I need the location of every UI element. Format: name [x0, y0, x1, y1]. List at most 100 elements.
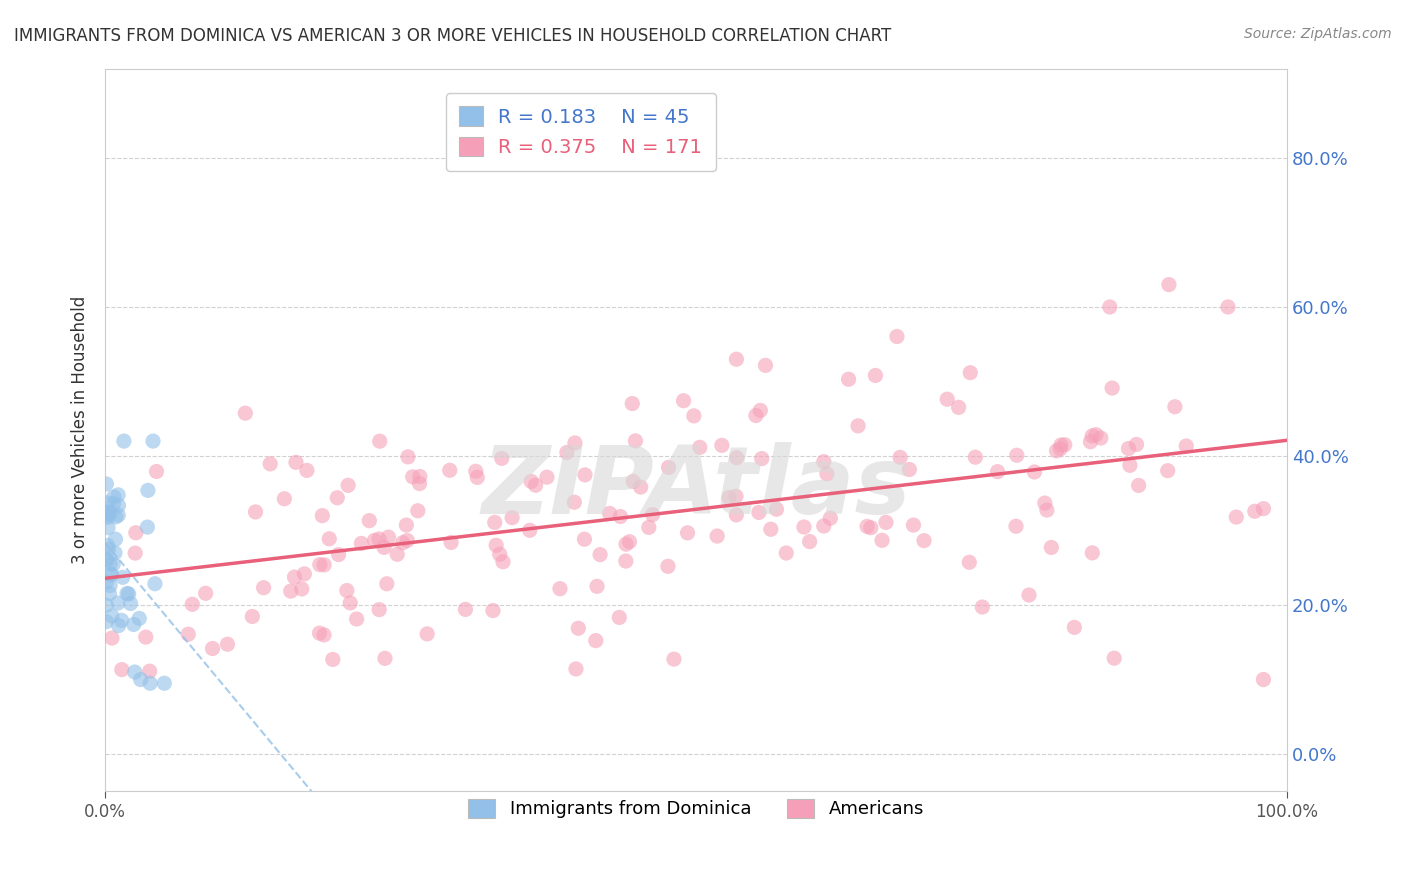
Point: [177, 627, 200, 641]
Point: [96, 553, 118, 567]
Point: [107, 596, 129, 610]
Point: [308, 626, 330, 640]
Point: [373, 541, 395, 555]
Point: [630, 480, 652, 494]
Point: [96, 477, 118, 491]
Point: [377, 530, 399, 544]
Point: [98, 557, 121, 571]
Point: [957, 555, 980, 569]
Point: [308, 558, 330, 572]
Point: [621, 475, 644, 489]
Point: [749, 403, 772, 417]
Point: [754, 359, 776, 373]
Point: [107, 508, 129, 523]
Point: [402, 470, 425, 484]
Point: [98, 587, 121, 601]
Point: [125, 525, 148, 540]
Point: [101, 631, 124, 645]
Point: [104, 532, 127, 546]
Point: [396, 533, 419, 548]
Point: [312, 628, 335, 642]
Point: [96, 496, 118, 510]
Point: [107, 618, 129, 632]
Point: [112, 434, 135, 448]
Point: [637, 520, 659, 534]
Point: [97, 510, 120, 524]
Point: [607, 610, 630, 624]
Point: [408, 476, 430, 491]
Point: [564, 436, 586, 450]
Point: [912, 533, 935, 548]
Point: [903, 518, 925, 533]
Point: [439, 463, 461, 477]
Point: [1050, 438, 1073, 452]
Point: [375, 576, 398, 591]
Point: [1084, 427, 1107, 442]
Point: [813, 519, 835, 533]
Point: [898, 462, 921, 476]
Point: [292, 566, 315, 581]
Point: [326, 491, 349, 505]
Point: [97, 506, 120, 520]
Point: [1024, 465, 1046, 479]
Point: [110, 613, 132, 627]
Point: [1098, 300, 1121, 314]
Point: [548, 582, 571, 596]
Text: ZIPAtlas: ZIPAtlas: [481, 442, 911, 533]
Point: [856, 519, 879, 533]
Point: [139, 676, 162, 690]
Point: [815, 467, 838, 481]
Point: [621, 396, 644, 410]
Point: [97, 521, 120, 535]
Point: [103, 497, 125, 511]
Point: [454, 602, 477, 616]
Point: [217, 637, 239, 651]
Point: [1118, 442, 1140, 456]
Point: [374, 651, 396, 665]
Point: [181, 597, 204, 611]
Point: [387, 547, 409, 561]
Point: [614, 554, 637, 568]
Point: [311, 508, 333, 523]
Point: [318, 532, 340, 546]
Point: [682, 409, 704, 423]
Point: [194, 586, 217, 600]
Point: [482, 604, 505, 618]
Point: [1243, 504, 1265, 518]
Point: [748, 506, 770, 520]
Point: [641, 508, 664, 522]
Point: [838, 372, 860, 386]
Point: [395, 518, 418, 533]
Point: [145, 465, 167, 479]
Point: [1157, 464, 1180, 478]
Point: [1102, 651, 1125, 665]
Point: [97, 506, 120, 520]
Point: [135, 630, 157, 644]
Point: [710, 438, 733, 452]
Point: [520, 475, 543, 489]
Point: [339, 596, 361, 610]
Point: [464, 464, 486, 478]
Point: [1018, 588, 1040, 602]
Point: [745, 409, 768, 423]
Point: [491, 451, 513, 466]
Point: [98, 578, 121, 592]
Point: [128, 611, 150, 625]
Point: [124, 665, 146, 679]
Point: [1101, 381, 1123, 395]
Point: [1216, 300, 1239, 314]
Point: [252, 581, 274, 595]
Point: [775, 546, 797, 560]
Point: [280, 584, 302, 599]
Point: [965, 450, 987, 465]
Point: [1164, 400, 1187, 414]
Point: [117, 587, 139, 601]
Point: [724, 489, 747, 503]
Point: [813, 455, 835, 469]
Point: [120, 597, 142, 611]
Point: [1090, 431, 1112, 445]
Point: [1063, 620, 1085, 634]
Point: [585, 633, 607, 648]
Point: [599, 507, 621, 521]
Point: [574, 532, 596, 546]
